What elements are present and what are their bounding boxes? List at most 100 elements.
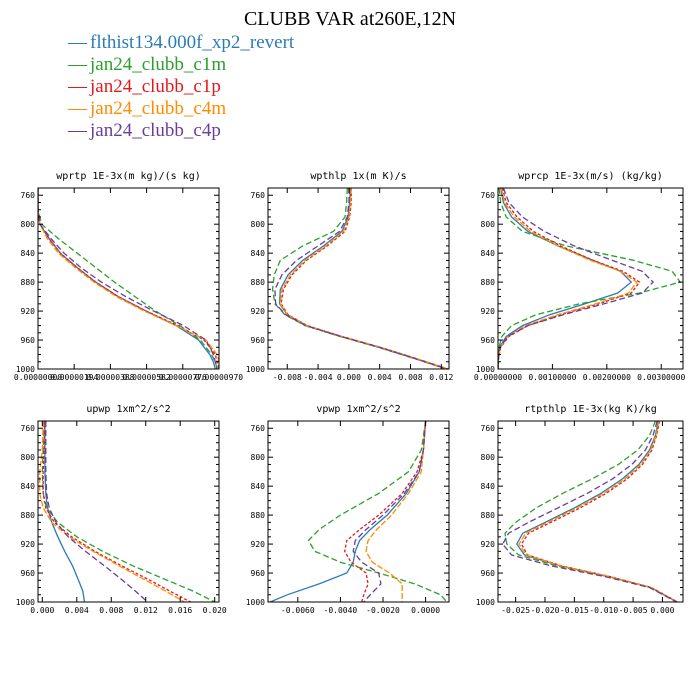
x-tick-label: 0.00200000: [583, 373, 631, 382]
x-tick-label: 0.00000776: [159, 373, 207, 382]
series-line: [41, 421, 215, 602]
x-tick-label: -0.015: [560, 606, 589, 615]
y-tick-label: 760: [21, 191, 36, 200]
legend-item: — jan24_clubb_c1m: [68, 54, 294, 76]
x-tick-label: -0.005: [619, 606, 648, 615]
panel-title: wprcp 1E-3x(m/s) (kg/kg): [518, 171, 663, 182]
series-line: [498, 188, 655, 369]
y-tick-label: 1000: [246, 598, 265, 607]
series-line: [280, 188, 449, 369]
x-tick-label: -0.020: [531, 606, 560, 615]
legend: — flthist134.000f_xp2_revert — jan24_clubb…: [68, 32, 294, 142]
y-tick-label: 880: [251, 511, 266, 520]
x-tick-label: 0.004: [368, 373, 392, 382]
y-tick-label: 880: [481, 278, 496, 287]
x-tick-label: -0.0040: [324, 606, 358, 615]
legend-swatch: —: [68, 98, 87, 119]
x-tick-label: -0.0060: [281, 606, 315, 615]
series-line: [45, 421, 148, 602]
x-tick-label: 0.000: [30, 606, 54, 615]
y-tick-label: 960: [251, 336, 266, 345]
series-line: [352, 421, 427, 602]
y-tick-label: 920: [481, 307, 496, 316]
figure-title: CLUBB VAR at260E,12N: [243, 8, 457, 30]
x-tick-label: 0.00000388: [86, 373, 134, 382]
plot-frame: [497, 187, 684, 370]
y-tick-label: 960: [481, 336, 496, 345]
panel-title: upwp 1xm^2/s^2: [86, 404, 170, 415]
legend-label: jan24_clubb_c1m: [90, 54, 227, 75]
legend-item: — jan24_clubb_c1p: [68, 76, 294, 98]
y-tick-label: 880: [21, 278, 36, 287]
x-tick-label: 0.0000: [411, 606, 440, 615]
chart-panel: wprcp 1E-3x(m/s) (kg/kg) 760 800 840 880 920 9…: [474, 171, 686, 382]
y-tick-label: 840: [481, 249, 496, 258]
x-tick-label: 0.008: [99, 606, 123, 615]
y-tick-label: 760: [251, 191, 266, 200]
x-tick-label: 0.00000970: [195, 373, 243, 382]
y-tick-label: 1000: [16, 598, 35, 607]
y-tick-label: 920: [21, 307, 36, 316]
plot-frame: [267, 420, 450, 603]
y-tick-label: 1000: [246, 365, 265, 374]
y-tick-label: 800: [251, 220, 266, 229]
panel-title: wprtp 1E-3x(m kg)/(s kg): [56, 171, 201, 182]
x-tick-label: 0.012: [429, 373, 453, 382]
y-tick-label: 840: [251, 482, 266, 491]
series-line: [307, 421, 448, 602]
y-tick-label: 840: [251, 249, 266, 258]
x-tick-label: -0.0020: [366, 606, 400, 615]
panel-title: wpthlp 1x(m K)/s: [310, 171, 406, 182]
y-tick-label: 1000: [16, 365, 35, 374]
x-tick-label: 0.00000194: [50, 373, 98, 382]
y-tick-label: 960: [481, 569, 496, 578]
panel-title: rtpthlp 1E-3x(kg K)/kg: [524, 404, 656, 415]
y-tick-label: 800: [481, 220, 496, 229]
legend-item: — jan24_clubb_c4p: [68, 120, 294, 142]
y-tick-label: 920: [481, 540, 496, 549]
y-tick-label: 800: [251, 453, 266, 462]
x-tick-label: 0.020: [203, 606, 227, 615]
plot-frame: [37, 187, 220, 370]
series-line: [498, 188, 633, 369]
x-tick-label: -0.008: [273, 373, 302, 382]
legend-swatch: —: [68, 54, 87, 75]
series-line: [278, 188, 448, 369]
x-tick-label: 0.008: [398, 373, 422, 382]
y-tick-label: 1000: [476, 598, 495, 607]
chart-panel: wpthlp 1x(m K)/s 760 800 840 880 920 960 1000 -0…: [246, 171, 454, 382]
x-tick-label: 0.00000582: [123, 373, 171, 382]
panel-title: vpwp 1xm^2/s^2: [316, 404, 400, 415]
legend-swatch: —: [68, 76, 87, 97]
x-tick-label: -0.025: [501, 606, 530, 615]
x-tick-label: 0.00300000: [637, 373, 685, 382]
legend-swatch: —: [68, 32, 87, 53]
series-line: [39, 421, 185, 602]
series-line: [38, 188, 218, 369]
x-tick-label: 0.016: [168, 606, 192, 615]
plot-frame: [497, 420, 684, 603]
series-line: [279, 188, 448, 369]
legend-item: — jan24_clubb_c4m: [68, 98, 294, 120]
y-tick-label: 960: [251, 569, 266, 578]
series-line: [38, 188, 218, 369]
y-tick-label: 760: [481, 424, 496, 433]
y-tick-label: 800: [481, 453, 496, 462]
series-line: [344, 421, 427, 602]
x-tick-label: -0.010: [589, 606, 618, 615]
series-line: [269, 421, 427, 602]
series-line: [498, 188, 638, 369]
series-line: [44, 421, 86, 602]
legend-label: flthist134.000f_xp2_revert: [90, 32, 295, 53]
y-tick-label: 840: [21, 249, 36, 258]
y-tick-label: 800: [21, 453, 36, 462]
series-line: [518, 421, 678, 602]
series-line: [38, 188, 219, 369]
y-tick-label: 840: [21, 482, 36, 491]
series-line: [498, 188, 682, 369]
legend-swatch: —: [68, 120, 87, 141]
series-line: [274, 188, 447, 369]
chart-panel: upwp 1xm^2/s^276080084088092096010000.00…: [16, 404, 227, 615]
